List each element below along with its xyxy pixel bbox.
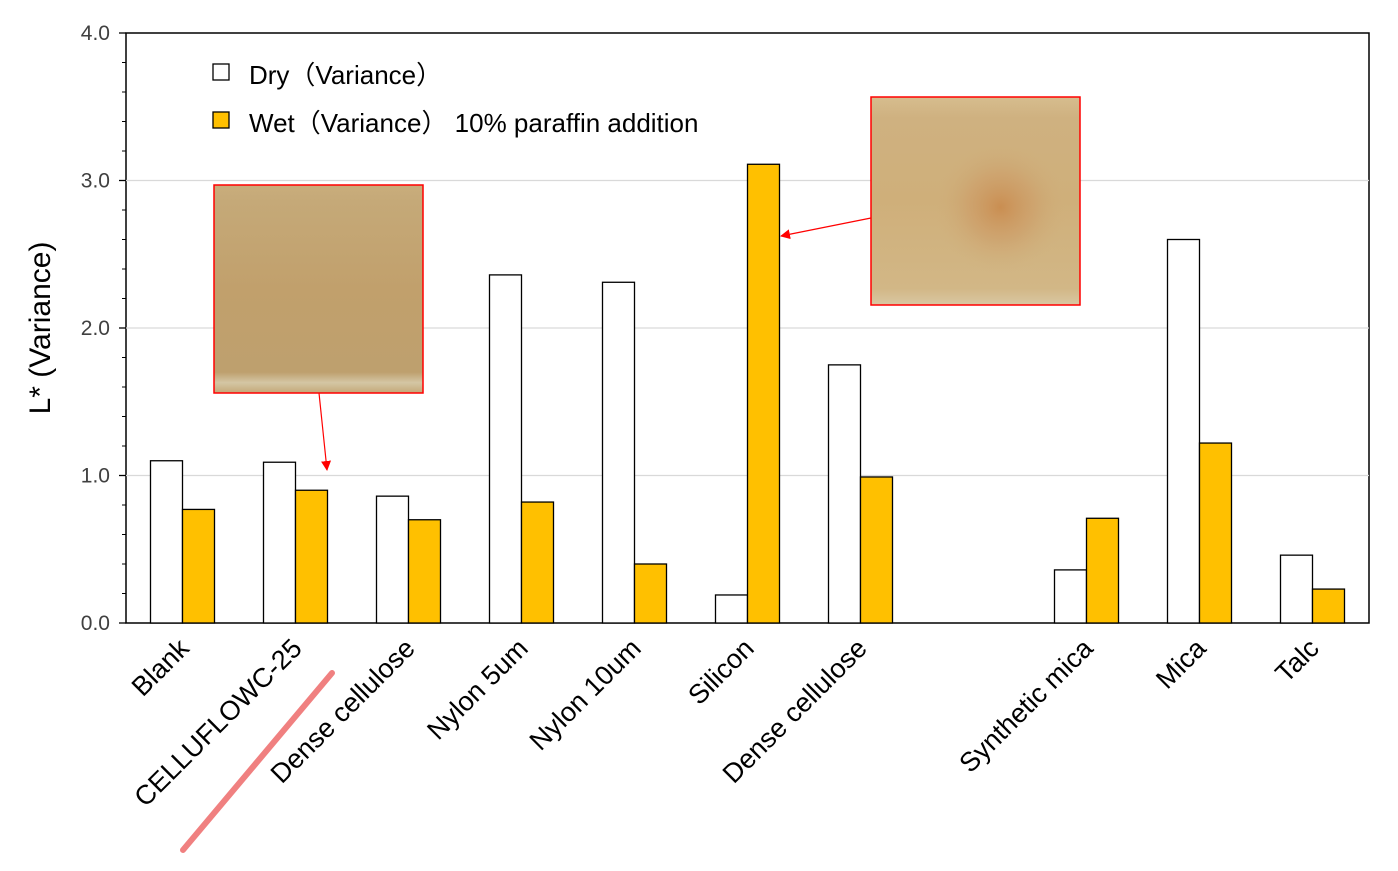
bar-wet-4 (633, 563, 668, 624)
bar-wet-2 (407, 519, 442, 624)
annotation-arrow-celluflow (318, 392, 332, 471)
bar-wet-0 (181, 508, 216, 624)
bar-dry-0 (149, 460, 184, 624)
bar-wet-10 (1311, 588, 1346, 624)
legend: Dry（Variance） Wet（Variance） 10% paraffin… (212, 60, 698, 138)
bar-dry-5 (714, 594, 749, 624)
y-tick-label: 2.0 (81, 317, 110, 340)
legend-label-dry: Dry（Variance） (249, 60, 442, 90)
bar-dry-2 (375, 495, 410, 624)
y-axis-label: L* (Variance) (24, 242, 57, 415)
bar-dry-4 (601, 281, 636, 624)
bar-dry-9 (1166, 238, 1201, 624)
bar-dry-8 (1053, 569, 1088, 624)
legend-label-wet: Wet（Variance） 10% paraffin addition (249, 108, 698, 138)
annotation-arrow-silicon (780, 217, 872, 240)
x-category-label: Nylon 5um (421, 633, 533, 745)
y-tick-label: 4.0 (81, 22, 110, 45)
highlight-underline (180, 670, 335, 853)
bar-wet-9 (1198, 442, 1233, 624)
sample-photo-celluflow (213, 184, 424, 471)
y-tick-label: 3.0 (81, 170, 110, 193)
bar-wet-1 (294, 489, 329, 624)
bar-dry-1 (262, 461, 297, 624)
bar-wet-3 (520, 501, 555, 624)
bar-wet-8 (1085, 517, 1120, 624)
y-tick-label: 1.0 (81, 465, 110, 488)
bars (149, 163, 1346, 624)
legend-swatch-dry (212, 63, 230, 81)
x-category-label: Silicon (682, 633, 759, 710)
bar-dry-3 (488, 274, 523, 624)
bar-wet-6 (859, 476, 894, 624)
y-tick-label: 0.0 (81, 612, 110, 635)
x-category-label: Nylon 10um (524, 633, 647, 756)
y-axis: 0.0 1.0 2.0 3.0 4.0 (81, 22, 126, 635)
bar-dry-10 (1279, 554, 1314, 624)
bar-wet-5 (746, 163, 781, 624)
x-category-label: Mica (1150, 632, 1212, 694)
x-category-label: Blank (126, 633, 195, 702)
x-category-label: Talc (1270, 633, 1325, 688)
legend-swatch-wet (212, 111, 230, 129)
x-category-label: Synthetic mica (953, 632, 1099, 778)
sample-photo-silicon (780, 96, 1081, 306)
bar-dry-6 (827, 364, 862, 624)
